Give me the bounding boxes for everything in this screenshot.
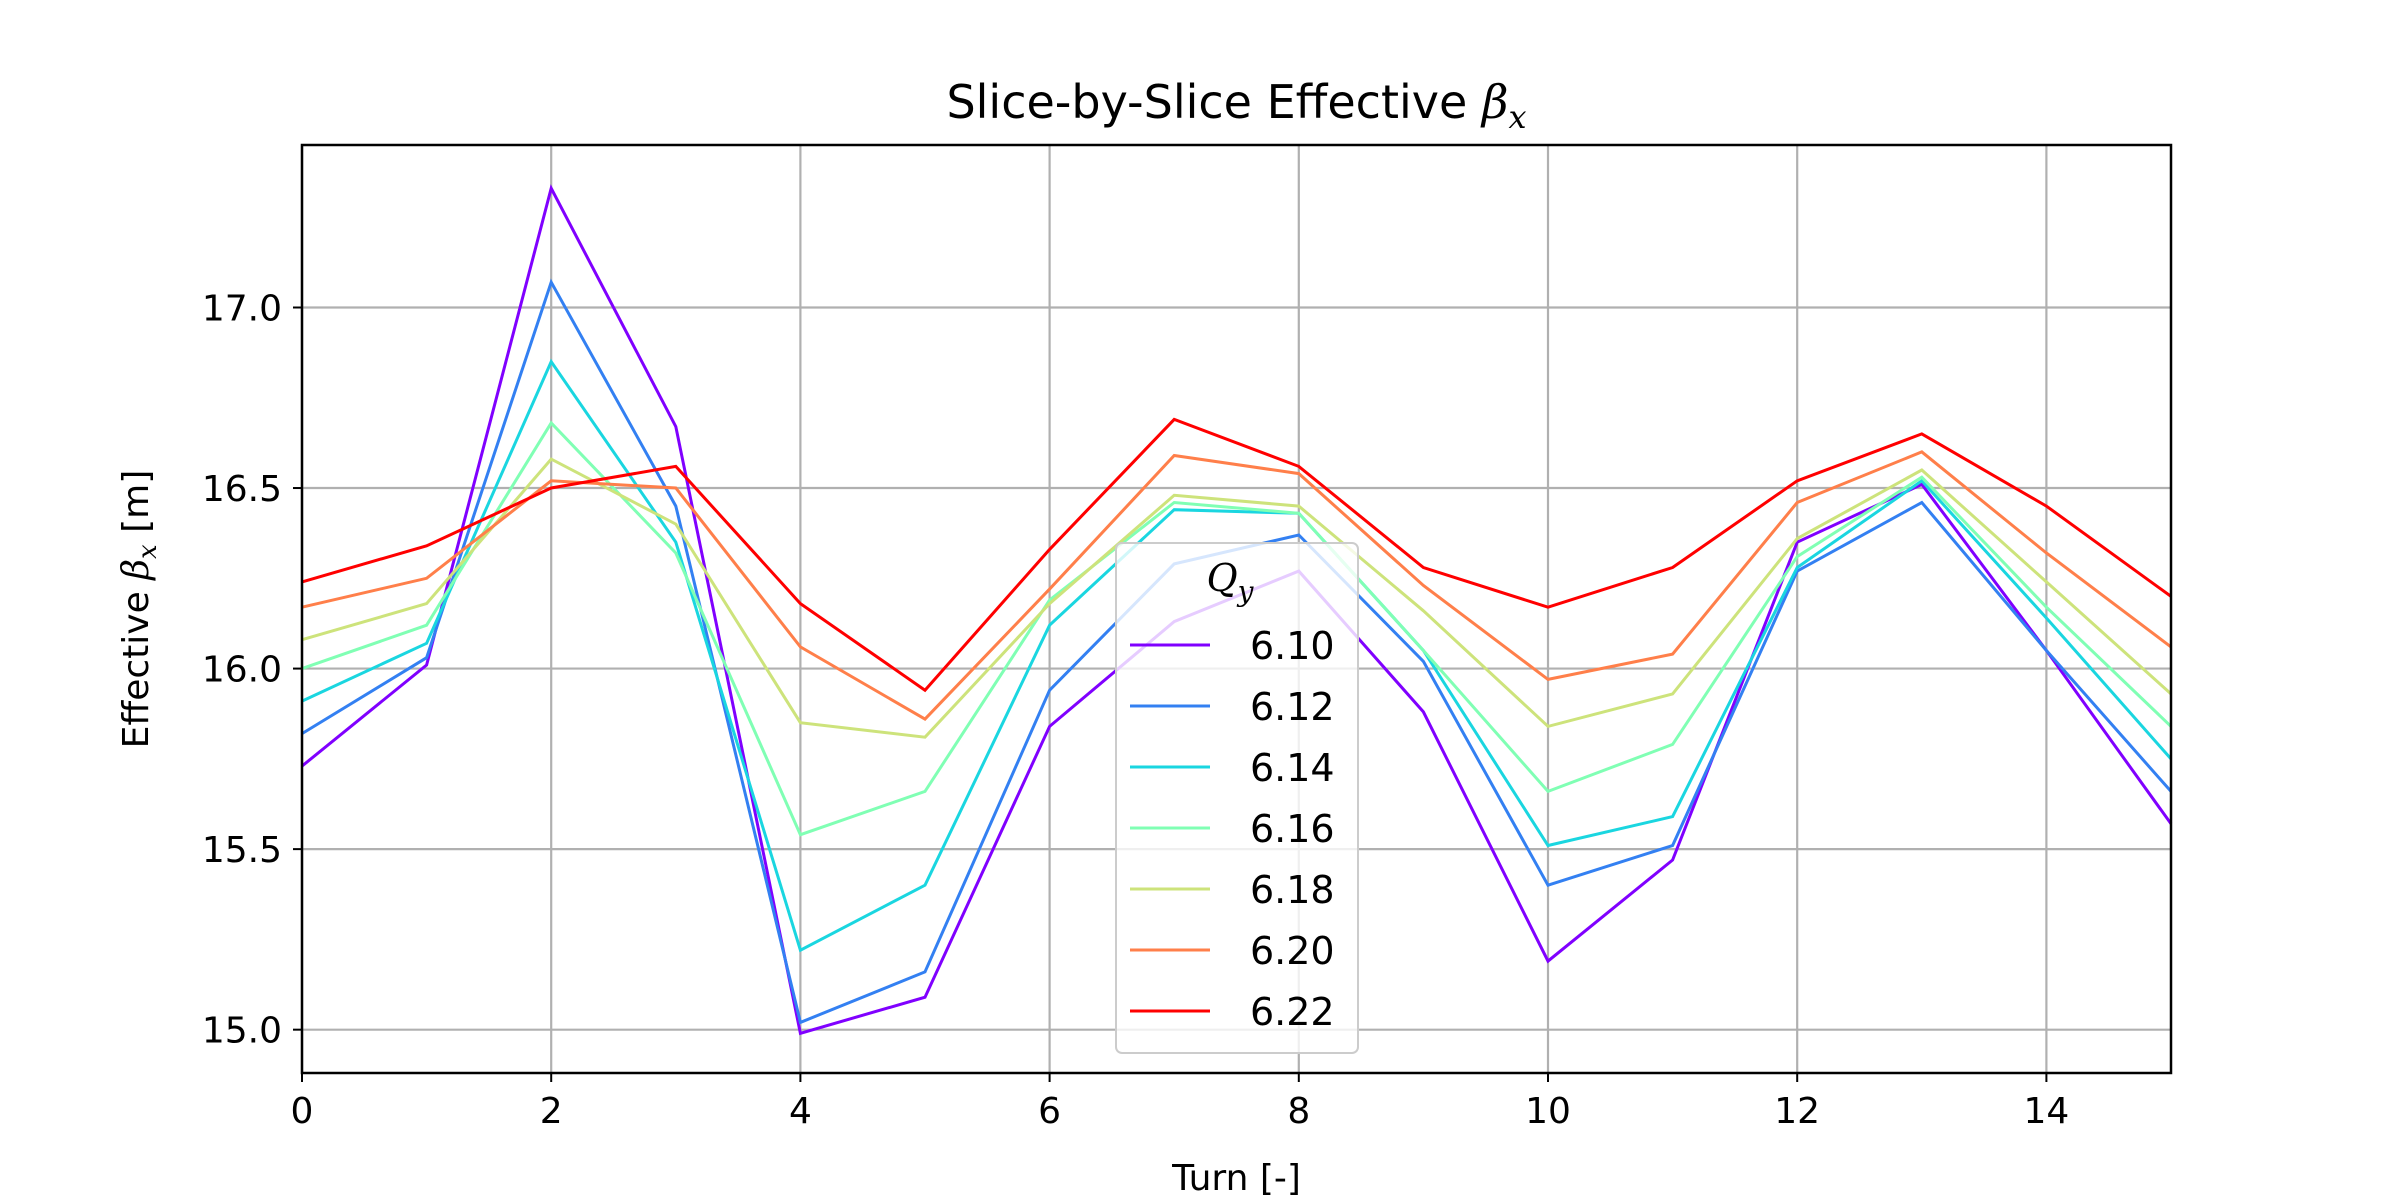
legend-items: 6.10 6.12 6.14 6.16 6.18 6.20 6.22 <box>1130 624 1335 1034</box>
x-tick-label: 4 <box>789 1091 812 1132</box>
legend-title-symbol: Q <box>1207 556 1238 600</box>
chart-title-subscript: x <box>1509 98 1527 136</box>
y-tick-label: 16.5 <box>202 469 282 510</box>
legend-label-6.10: 6.10 <box>1250 624 1335 668</box>
series-line-6.16 <box>301 420 2173 837</box>
chart-title-symbol: β <box>1480 75 1509 129</box>
y-axis-label-subscript: x <box>133 544 163 559</box>
legend-label-6.12: 6.12 <box>1250 685 1335 729</box>
x-tick-label: 10 <box>1525 1091 1571 1132</box>
y-tick-label: 16.0 <box>202 650 282 691</box>
y-tick-label: 15.0 <box>202 1011 282 1052</box>
x-tick-label: 12 <box>1774 1091 1820 1132</box>
legend-title: Qy <box>1207 556 1255 608</box>
chart-title-prefix: Slice-by-Slice Effective <box>946 75 1481 129</box>
legend-label-6.20: 6.20 <box>1250 929 1335 973</box>
x-tick-label: 8 <box>1287 1091 1310 1132</box>
y-axis-label-symbol: β <box>116 559 157 582</box>
series-line-6.18 <box>301 457 2173 739</box>
axis-ticks: 0 2 4 6 8 10 12 14 15.0 15.5 16.0 16.5 17.0 <box>202 288 2069 1132</box>
legend-label-6.14: 6.14 <box>1250 746 1335 790</box>
x-tick-label: 6 <box>1038 1091 1061 1132</box>
y-axis-label-prefix: Effective <box>116 580 157 749</box>
x-tick-label: 0 <box>291 1091 314 1132</box>
x-tick-label: 2 <box>540 1091 563 1132</box>
x-tick-label: 14 <box>2023 1091 2069 1132</box>
legend-box <box>1115 542 1359 1054</box>
series-line-6.14 <box>301 358 2173 953</box>
plot-area-frame <box>300 143 2173 1075</box>
series-line-6.22 <box>301 417 2172 693</box>
y-tick-label: 15.5 <box>202 830 282 871</box>
series-line-6.20 <box>301 450 2172 721</box>
legend-title-subscript: y <box>1236 575 1255 608</box>
legend-label-6.16: 6.16 <box>1250 807 1335 851</box>
legend: Qy 6.10 6.12 6.14 6.16 6.18 6.20 6.22 <box>1115 542 1359 1054</box>
legend-label-6.22: 6.22 <box>1250 990 1335 1034</box>
chart-title: Slice-by-Slice Effective βx <box>946 75 1526 136</box>
y-axis-label-suffix: [m] <box>116 470 157 545</box>
y-axis-label: Effective βx [m] <box>116 470 163 749</box>
legend-label-6.18: 6.18 <box>1250 868 1335 912</box>
x-axis-label: Turn [-] <box>1171 1158 1301 1199</box>
y-tick-label: 17.0 <box>202 288 282 329</box>
